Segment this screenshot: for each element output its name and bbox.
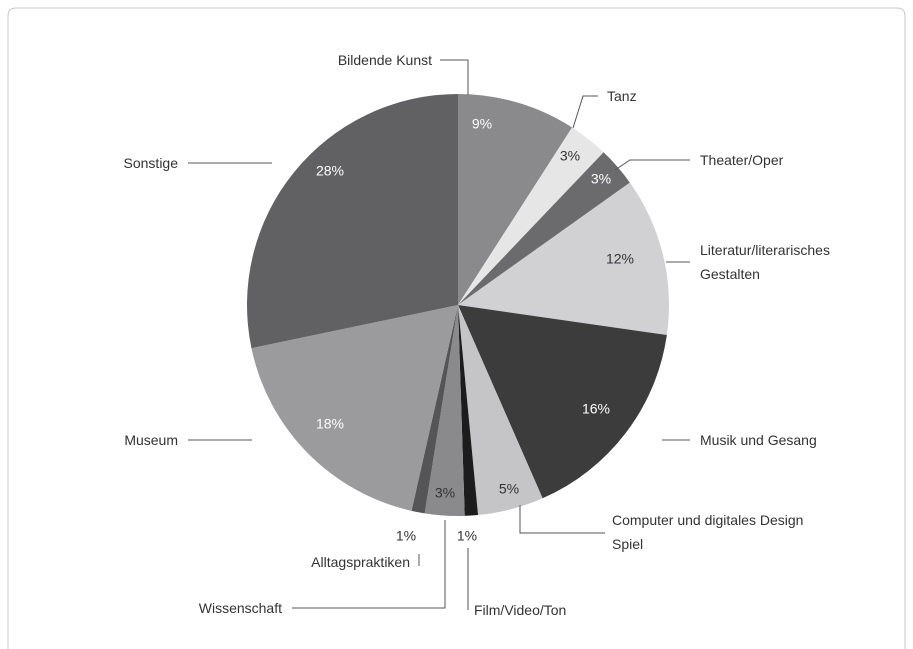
value-label: 3%: [560, 148, 580, 164]
category-label: Sonstige: [123, 155, 178, 171]
value-label: 1%: [457, 528, 477, 544]
category-label: Musik und Gesang: [700, 432, 817, 448]
leader-line: [572, 95, 598, 129]
category-label: Film/Video/Ton: [474, 602, 567, 618]
value-label: 3%: [591, 171, 611, 187]
slice: [458, 127, 604, 305]
slice: [247, 93, 458, 349]
leader-line: [440, 59, 469, 95]
category-label: Theater/Oper: [700, 152, 784, 168]
slice: [458, 152, 630, 305]
slice: [411, 305, 458, 514]
leader-line: [519, 505, 605, 534]
slice: [251, 305, 458, 511]
slice: [458, 305, 667, 499]
category-label: Literatur/literarisches Gestalten: [700, 242, 830, 282]
category-label: Tanz: [607, 88, 637, 104]
slice: [458, 305, 543, 516]
value-label: 18%: [316, 416, 344, 432]
value-label: 16%: [582, 401, 610, 417]
slice: [458, 305, 479, 516]
category-label: Wissenschaft: [198, 600, 282, 616]
value-label: 1%: [396, 528, 416, 544]
category-label: Bildende Kunst: [337, 52, 432, 68]
leader-line: [614, 159, 690, 171]
slice: [458, 94, 573, 305]
value-label: 28%: [316, 163, 344, 179]
frame: [7, 7, 906, 649]
value-label: 5%: [499, 481, 519, 497]
category-label: Museum: [124, 432, 178, 448]
value-label: 3%: [435, 485, 455, 501]
leader-line: [292, 520, 446, 609]
value-label: 12%: [606, 251, 634, 267]
category-label: Computer und digitales Design Spiel: [612, 512, 804, 552]
slice: [458, 182, 669, 336]
category-label: Alltagspraktiken: [311, 554, 410, 570]
value-label: 9%: [472, 116, 492, 132]
slice: [424, 305, 465, 517]
